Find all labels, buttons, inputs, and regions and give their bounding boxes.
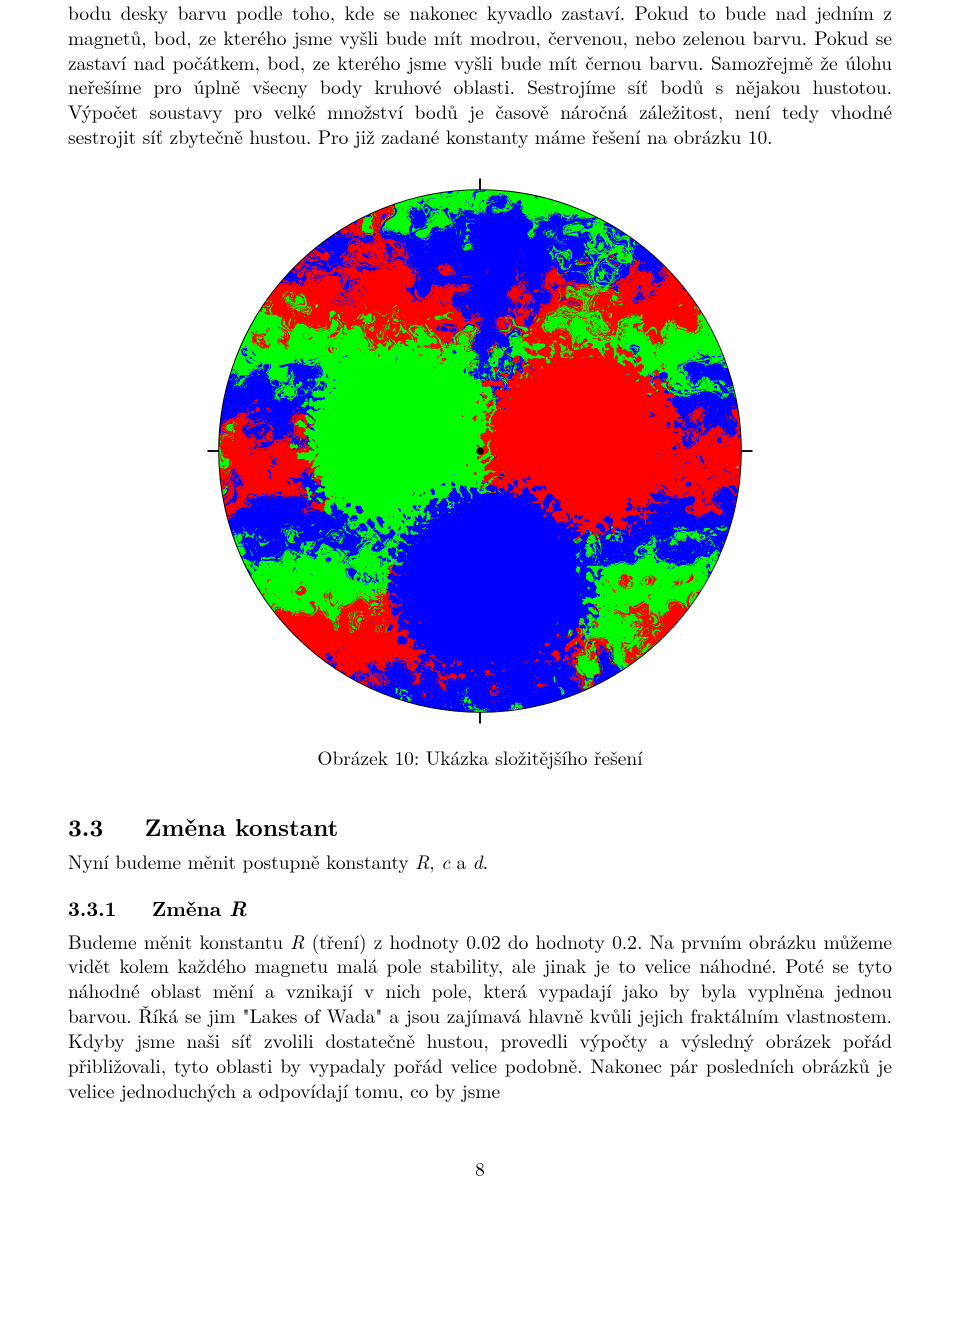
page: bodu desky barvu podle toho, kde se nako… (0, 0, 960, 1221)
section-number: 3.3 (68, 810, 103, 844)
subsection-number: 3.3.1 (68, 894, 116, 923)
section-3-3-intro: Nyní budeme měnit postupně konstanty R, … (68, 849, 892, 874)
page-number: 8 (68, 1156, 892, 1181)
intro-text: Nyní budeme měnit postupně konstanty R, … (68, 847, 488, 875)
body-paragraph-331: Budeme měnit konstantu R (tření) z hodno… (68, 929, 892, 1103)
figure-10 (68, 171, 892, 731)
basin-blue (377, 474, 582, 670)
body-paragraph-1: bodu desky barvu podle toho, kde se nako… (68, 0, 892, 149)
section-3-3-heading: 3.3 Změna konstant (68, 812, 892, 843)
subsection-title: Změna R (152, 894, 247, 923)
figure-10-caption: Obrázek 10: Ukázka složitějšího řešení (68, 745, 892, 770)
subsection-3-3-1-heading: 3.3.1 Změna R (68, 895, 892, 922)
center-black-point (476, 447, 483, 454)
fractal-basin-image (200, 171, 760, 731)
section-title: Změna konstant (145, 810, 339, 844)
